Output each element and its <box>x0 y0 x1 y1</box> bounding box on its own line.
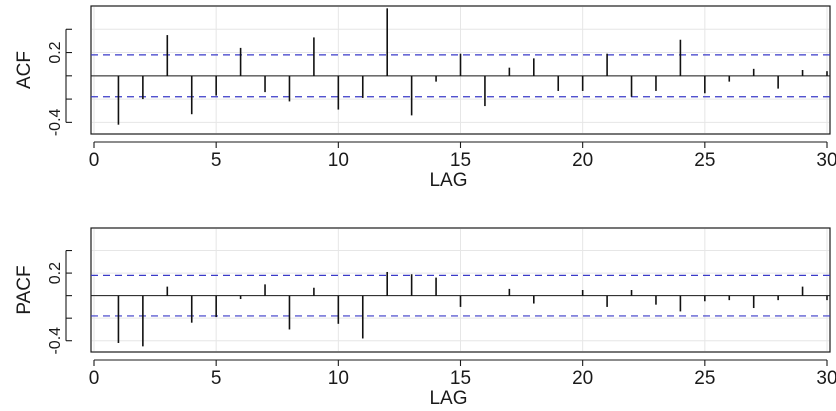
acf-x-tick-label: 10 <box>328 150 349 171</box>
acf-panel: -0.4 0.2 ACF 0 5 10 15 20 25 30 LAG <box>14 5 836 191</box>
pacf-y-tick-label: 0.2 <box>47 262 64 284</box>
acf-x-axis-title: LAG <box>429 170 467 191</box>
pacf-x-tick-label: 5 <box>211 368 222 389</box>
acf-x-tick-label: 25 <box>694 150 715 171</box>
acf-x-tick-label: 0 <box>89 150 100 171</box>
pacf-x-tick-label: 10 <box>328 368 349 389</box>
acf-x-tick-label: 15 <box>450 150 471 171</box>
pacf-y-axis-title: PACF <box>14 265 35 314</box>
acf-x-tick-label: 30 <box>816 150 836 171</box>
pacf-x-axis-title: LAG <box>429 388 467 409</box>
acf-y-axis-title: ACF <box>14 51 35 89</box>
pacf-panel: -0.4 0.2 PACF 0 5 10 15 20 25 30 LAG <box>14 227 836 409</box>
pacf-x-tick-label: 25 <box>694 368 715 389</box>
pacf-x-tick-label: 30 <box>816 368 836 389</box>
acf-y-tick-label: -0.4 <box>47 108 64 136</box>
acf-x-tick-label: 20 <box>572 150 593 171</box>
pacf-x-tick-label: 20 <box>572 368 593 389</box>
pacf-x-tick-label: 15 <box>450 368 471 389</box>
acf-y-tick-label: 0.2 <box>47 41 64 63</box>
pacf-x-tick-label: 0 <box>89 368 100 389</box>
acf-x-tick-label: 5 <box>211 150 222 171</box>
pacf-y-tick-label: -0.4 <box>47 327 64 355</box>
